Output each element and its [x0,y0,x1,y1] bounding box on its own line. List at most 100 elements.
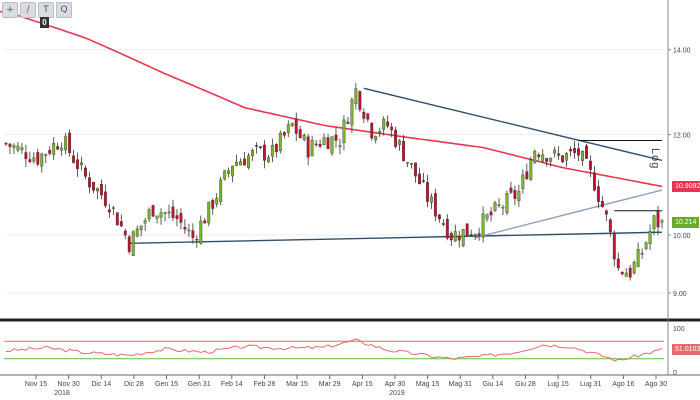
candle [433,193,437,217]
zoom-icon[interactable]: Q [56,2,72,18]
y-tick-label: 12.00 [673,133,691,140]
candle [28,159,32,162]
x-tick-label: Feb 28 [254,381,276,388]
candle [207,201,211,224]
x-axis: Nov 15 Nov 30 Dic 14 Dic 28 Gen 15 Gen 31 Feb … [25,375,667,397]
rsi-tick-label: 0 [673,370,677,377]
candle [457,236,461,241]
candle [521,174,525,189]
candle [278,132,282,151]
x-tick-label: Gen 31 [188,381,211,388]
candle [235,161,239,166]
candle [215,197,219,205]
candle [620,271,624,275]
candle [517,191,521,202]
candle [398,140,402,145]
candle [143,220,147,224]
candle [469,234,473,236]
candle [99,184,103,196]
candle [652,215,656,230]
candle [92,181,95,191]
candle [501,206,505,209]
x-tick-label: Giu 28 [515,381,536,388]
candle [410,163,413,165]
candle [167,211,171,214]
candle [151,205,155,217]
candle [290,123,294,127]
candle [589,160,592,170]
sma-200-line [0,10,663,188]
candle [270,144,274,157]
candle [628,267,632,278]
candle [60,147,64,151]
candle [68,132,72,154]
x-tick-label: Nov 30 [58,381,80,388]
candle [231,165,235,177]
candle [72,155,76,163]
candle [485,214,489,220]
candle [139,225,143,231]
candle [326,137,330,150]
candle [330,136,334,154]
log-scale-label[interactable]: Log [649,148,661,170]
candle [426,182,429,202]
candle [44,154,48,156]
candle [509,187,513,193]
candle [183,226,187,230]
candle [346,121,350,124]
x-year-label: 2019 [389,390,405,397]
candle [422,180,425,182]
candle [239,161,242,166]
candle [569,149,572,152]
candle [545,158,549,162]
candle [394,129,398,147]
candle [461,229,465,246]
candle [219,179,223,202]
x-tick-label: Apr 15 [352,381,373,388]
x-tick-label: Ago 30 [645,381,667,388]
candle [211,199,215,209]
candle [8,143,12,147]
candle [294,118,298,134]
candle [441,223,445,225]
candle [334,134,338,141]
candle [96,188,99,192]
candle [656,210,660,228]
candle [12,145,16,148]
crosshair-icon[interactable]: + [2,2,18,18]
candle [127,236,131,252]
candle [155,215,159,219]
candle [286,124,290,133]
candle [103,191,107,207]
candle [489,211,493,216]
candle [513,189,517,199]
candle [429,196,433,203]
candle [644,242,648,249]
candle [64,136,68,151]
candle [115,212,119,226]
candle [437,214,441,220]
candle [318,144,322,147]
candle [465,223,469,236]
candle [565,153,569,161]
candle [135,228,139,237]
candle [573,148,576,153]
candle [608,219,612,232]
candle [561,155,565,163]
candle [596,186,600,202]
candle [314,143,318,146]
candle [592,172,596,191]
drawing-count-badge: 0 [40,17,49,28]
candle [76,159,79,170]
candle [370,123,374,139]
draw-line-icon[interactable]: / [20,2,36,18]
candle [386,121,390,127]
candle [497,204,501,206]
text-tool-icon[interactable]: T [38,2,54,18]
candle [191,230,195,238]
candle [322,137,326,145]
candle [537,154,541,158]
candle [20,147,24,151]
candle [505,193,509,213]
